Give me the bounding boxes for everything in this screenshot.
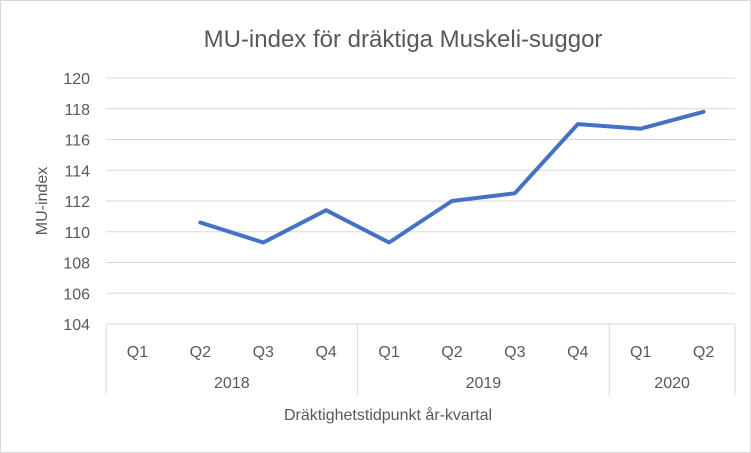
x-axis-label: Dräktighetstidpunkt år-kvartal	[284, 406, 492, 424]
x-tick-label: Q2	[190, 344, 211, 361]
x-tick-label: Q1	[378, 344, 399, 361]
x-tick-label: Q3	[504, 344, 525, 361]
x-group-label: 2020	[654, 375, 690, 392]
x-group-label: 2018	[214, 375, 250, 392]
x-tick-label: Q2	[441, 344, 462, 361]
x-group-label: 2019	[466, 375, 502, 392]
x-tick-label: Q2	[693, 344, 714, 361]
y-tick-label: 120	[63, 71, 90, 88]
y-tick-label: 118	[64, 102, 90, 119]
chart-title: MU-index för dräktiga Muskeli-suggor	[204, 26, 603, 53]
y-tick-label: 114	[64, 163, 90, 180]
x-tick-label: Q3	[253, 344, 274, 361]
y-tick-label: 112	[64, 194, 90, 211]
y-tick-label: 108	[63, 256, 90, 273]
y-tick-label: 106	[63, 286, 90, 303]
x-tick-label: Q4	[567, 344, 588, 361]
y-tick-label: 104	[63, 317, 90, 334]
x-tick-label: Q1	[630, 344, 651, 361]
y-axis-label: MU-index	[34, 167, 51, 235]
y-tick-label: 110	[64, 225, 90, 242]
y-tick-label: 116	[64, 133, 90, 150]
x-tick-label: Q1	[127, 344, 148, 361]
x-tick-label: Q4	[315, 344, 336, 361]
